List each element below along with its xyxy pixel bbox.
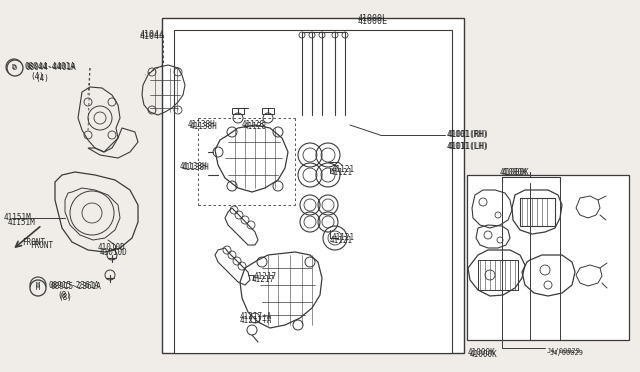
Text: M: M xyxy=(36,282,40,288)
Text: 41080K: 41080K xyxy=(502,168,530,177)
Text: 41138H: 41138H xyxy=(180,162,208,171)
Bar xyxy=(478,260,518,290)
Text: 41000K: 41000K xyxy=(470,350,498,359)
Text: D: D xyxy=(13,65,17,71)
Text: FRONT: FRONT xyxy=(22,237,45,247)
Text: 41151M: 41151M xyxy=(8,218,36,227)
Text: 41000L: 41000L xyxy=(358,14,388,23)
Circle shape xyxy=(30,280,46,296)
Text: 41001(RH): 41001(RH) xyxy=(448,130,490,139)
Bar xyxy=(232,108,244,114)
Text: 08915-2361A: 08915-2361A xyxy=(50,282,101,291)
Text: 08044-4401A: 08044-4401A xyxy=(24,62,75,71)
Text: 41121: 41121 xyxy=(330,168,353,177)
Circle shape xyxy=(30,277,46,293)
Circle shape xyxy=(6,59,22,75)
Text: (8): (8) xyxy=(57,291,71,300)
Text: 41121: 41121 xyxy=(332,165,355,174)
Text: (4): (4) xyxy=(30,72,44,81)
Text: 41080K: 41080K xyxy=(500,168,528,177)
Text: 41217: 41217 xyxy=(252,275,275,284)
Text: 41010D: 41010D xyxy=(98,243,125,252)
Text: 41000K: 41000K xyxy=(468,348,496,357)
Text: (8): (8) xyxy=(58,293,72,302)
Text: M: M xyxy=(36,285,40,291)
Bar xyxy=(262,108,274,114)
Text: 08915-2361A: 08915-2361A xyxy=(48,281,99,290)
Text: 41138H: 41138H xyxy=(188,120,216,129)
Text: 41044: 41044 xyxy=(140,32,165,41)
Bar xyxy=(520,198,555,226)
Text: 41217+A: 41217+A xyxy=(240,316,273,325)
Text: J4/00029: J4/00029 xyxy=(547,348,581,354)
Text: 41010D: 41010D xyxy=(100,248,128,257)
Text: 41001(RH): 41001(RH) xyxy=(447,130,488,139)
Text: 41138H: 41138H xyxy=(182,163,210,172)
Text: D: D xyxy=(12,64,16,70)
Bar xyxy=(174,30,452,353)
Bar xyxy=(162,18,464,353)
Text: FRONT: FRONT xyxy=(30,241,53,250)
Text: J4/00029: J4/00029 xyxy=(550,350,584,356)
Text: 41217+A: 41217+A xyxy=(240,312,273,321)
Text: 41011(LH): 41011(LH) xyxy=(448,142,490,151)
Text: 41128: 41128 xyxy=(242,120,265,129)
Text: 41011(LH): 41011(LH) xyxy=(447,142,488,151)
Bar xyxy=(467,175,629,340)
Text: 41044: 41044 xyxy=(140,30,165,39)
Text: 41217: 41217 xyxy=(254,272,277,281)
Text: 41121: 41121 xyxy=(330,236,353,245)
Text: 41128: 41128 xyxy=(244,122,267,131)
Text: 08044-4401A: 08044-4401A xyxy=(25,63,76,72)
Circle shape xyxy=(7,60,23,76)
Text: 41138H: 41138H xyxy=(190,122,218,131)
Text: 41121: 41121 xyxy=(332,233,355,242)
Text: (4): (4) xyxy=(35,74,49,83)
Text: 41000L: 41000L xyxy=(358,17,388,26)
Text: 41151M: 41151M xyxy=(4,213,32,222)
